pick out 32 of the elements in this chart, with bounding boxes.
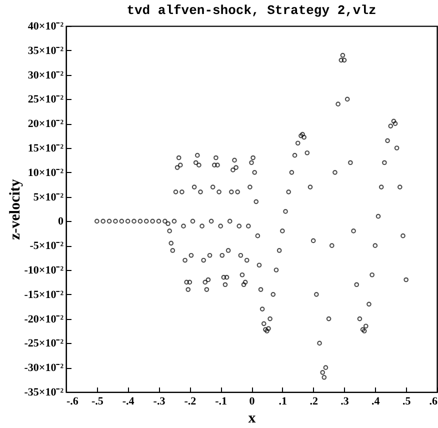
- y-tick-label: 10×10⁻²: [28, 166, 64, 179]
- x-tick-label: .1: [278, 396, 288, 408]
- x-tick-label: .2: [310, 396, 318, 408]
- y-tick-label: 20×10⁻²: [28, 118, 64, 130]
- x-tick-label: -.3: [153, 396, 166, 408]
- y-tick-label: 15×10⁻²: [28, 142, 64, 154]
- y-tick-label: -15×10⁻²: [24, 288, 64, 301]
- y-tick-label: 5×10⁻²: [33, 191, 64, 204]
- x-tick-label: -.4: [122, 396, 135, 408]
- y-tick-label: -25×10⁻²: [24, 338, 64, 350]
- x-tick-label: 0: [249, 396, 256, 408]
- y-axis-title: z-velocity: [7, 178, 24, 240]
- y-tick-label: 25×10⁻²: [28, 94, 64, 106]
- x-tick-label: -.5: [91, 396, 104, 408]
- x-tick-label: .6: [429, 396, 438, 408]
- x-tick-label: -.1: [215, 396, 228, 408]
- y-tick-label: -5×10⁻²: [30, 240, 64, 252]
- x-tick-label: .3: [340, 396, 350, 408]
- x-tick-label: -.6: [66, 396, 79, 408]
- y-tick-label: 40×10⁻²: [28, 20, 64, 32]
- y-tick-label: 0: [58, 216, 64, 228]
- y-tick-label: -35×10⁻²: [24, 386, 64, 398]
- x-tick-label: .5: [402, 396, 412, 408]
- x-tick-label: -.2: [184, 396, 197, 408]
- x-tick-label: .4: [372, 396, 380, 408]
- y-tick-label: -20×10⁻²: [24, 313, 64, 326]
- x-axis-title: x: [248, 410, 256, 426]
- y-tick-label: 30×10⁻²: [28, 69, 64, 82]
- y-tick-label: -10×10⁻²: [24, 264, 64, 276]
- y-tick-label: -30×10⁻²: [24, 362, 64, 374]
- y-tick-label: 35×10⁻²: [28, 44, 64, 57]
- chart-title: tvd alfven-shock, Strategy 2,vlz: [126, 3, 376, 18]
